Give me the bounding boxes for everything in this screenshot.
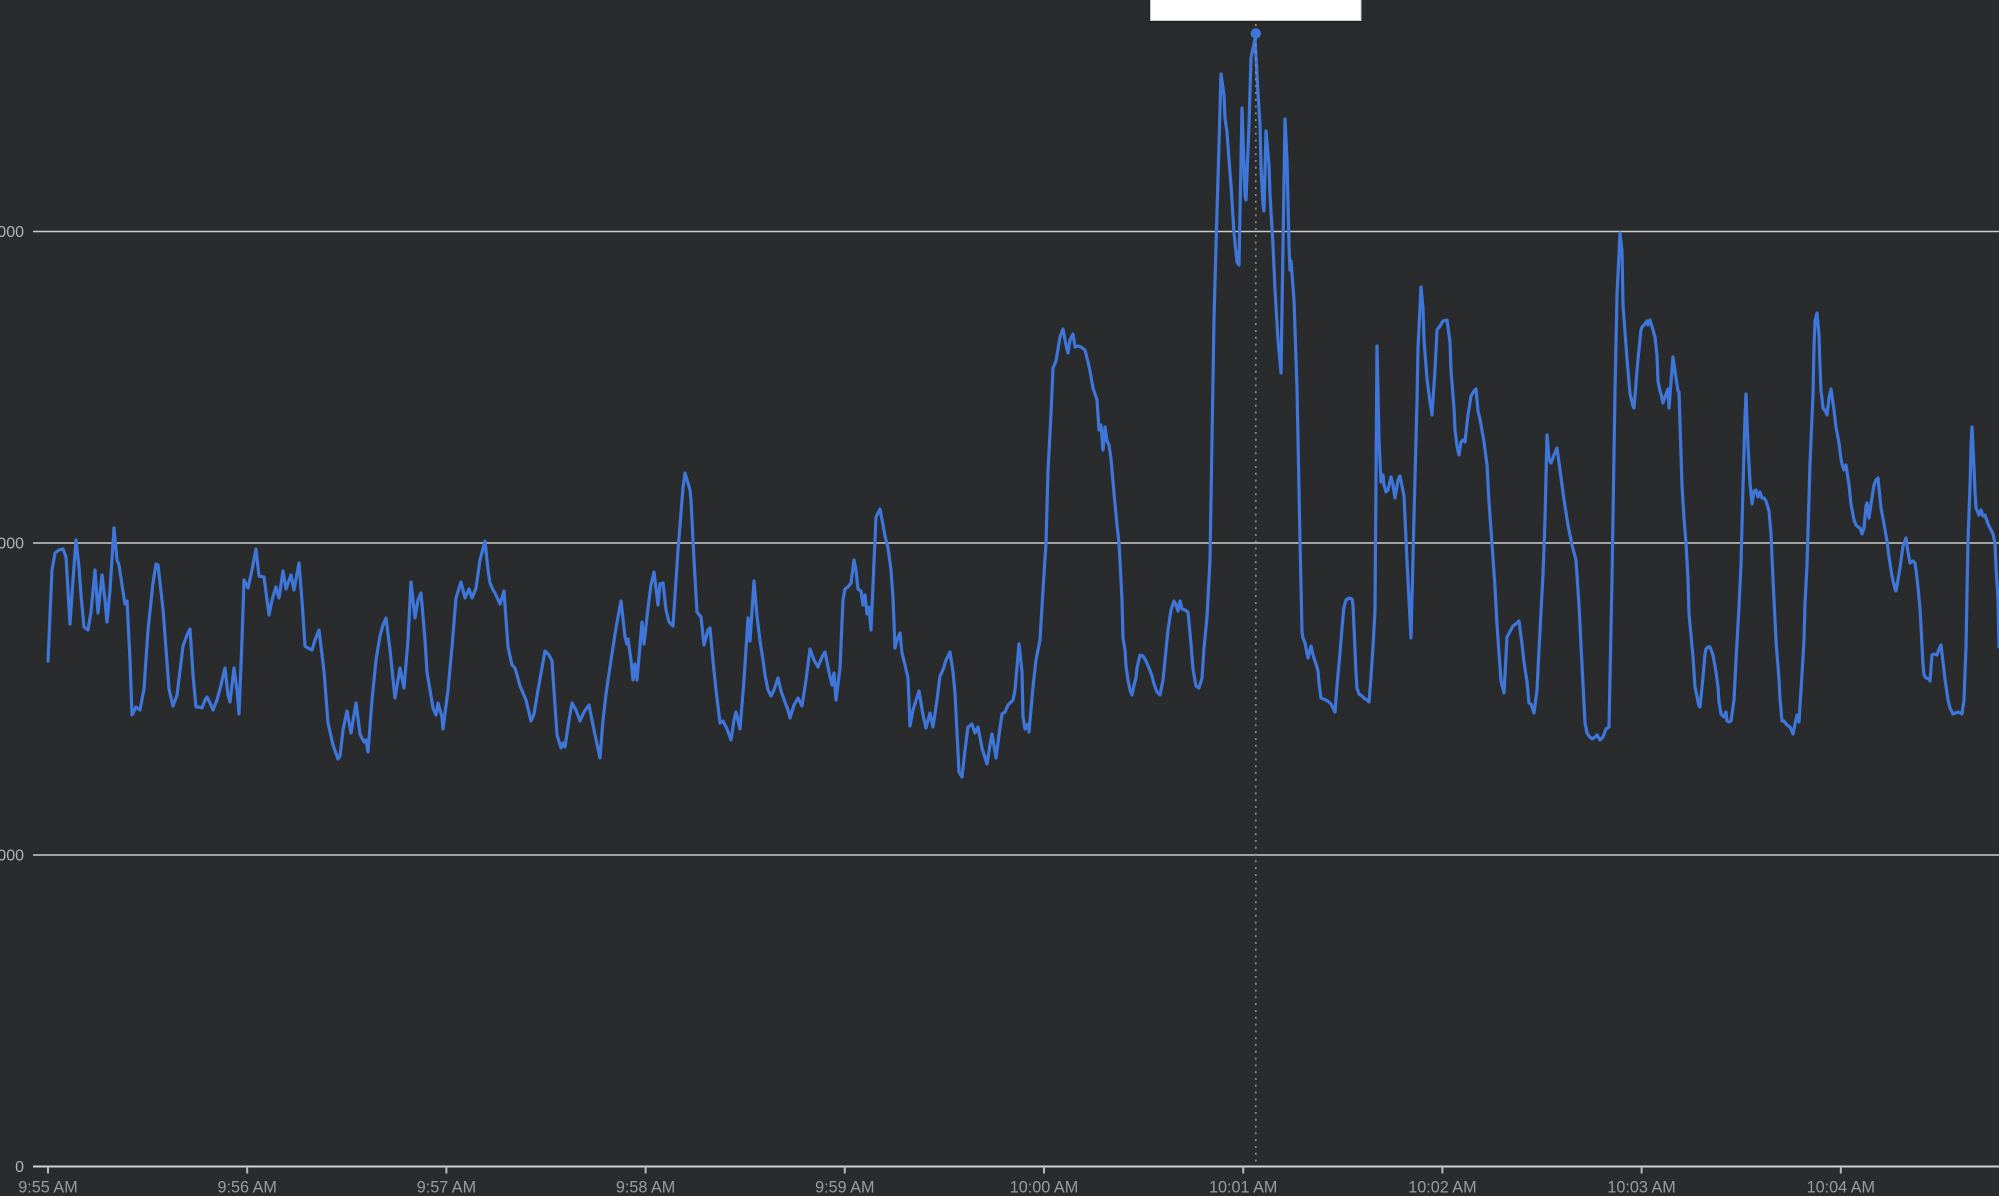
svg-text:9:59 AM: 9:59 AM	[815, 1179, 874, 1196]
svg-text:9:55 AM: 9:55 AM	[18, 1179, 77, 1196]
svg-text:10:04 AM: 10:04 AM	[1807, 1179, 1875, 1196]
svg-text:10:01 AM: 10:01 AM	[1209, 1179, 1277, 1196]
svg-text:000: 000	[0, 224, 24, 241]
svg-text:000: 000	[0, 536, 24, 553]
svg-text:0: 0	[15, 1159, 24, 1176]
svg-text:10:02 AM: 10:02 AM	[1408, 1179, 1476, 1196]
svg-text:10:00 AM: 10:00 AM	[1010, 1179, 1078, 1196]
svg-text:9:57 AM: 9:57 AM	[417, 1179, 476, 1196]
svg-text:10:03 AM: 10:03 AM	[1607, 1179, 1675, 1196]
svg-text:9:58 AM: 9:58 AM	[616, 1179, 675, 1196]
svg-text:9:56 AM: 9:56 AM	[218, 1179, 277, 1196]
svg-text:000: 000	[0, 848, 24, 865]
